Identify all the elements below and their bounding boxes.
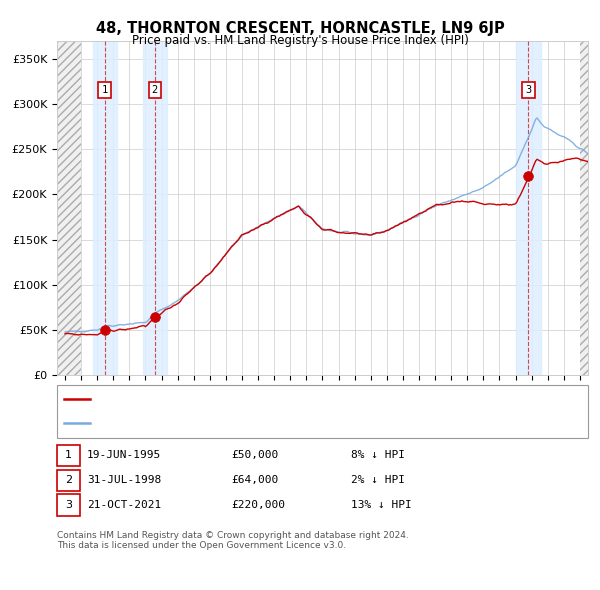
Text: 1: 1 xyxy=(101,84,108,94)
Bar xyxy=(517,41,541,375)
Text: 19-JUN-1995: 19-JUN-1995 xyxy=(87,451,161,460)
Text: £50,000: £50,000 xyxy=(231,451,278,460)
Text: £220,000: £220,000 xyxy=(231,500,285,510)
Text: 48, THORNTON CRESCENT, HORNCASTLE, LN9 6JP (detached house): 48, THORNTON CRESCENT, HORNCASTLE, LN9 6… xyxy=(93,394,449,404)
Bar xyxy=(143,41,167,375)
Text: 48, THORNTON CRESCENT, HORNCASTLE, LN9 6JP: 48, THORNTON CRESCENT, HORNCASTLE, LN9 6… xyxy=(95,21,505,35)
Text: 2% ↓ HPI: 2% ↓ HPI xyxy=(351,476,405,485)
Text: 3: 3 xyxy=(526,84,532,94)
Text: 13% ↓ HPI: 13% ↓ HPI xyxy=(351,500,412,510)
Bar xyxy=(580,41,588,375)
Text: 2: 2 xyxy=(152,84,158,94)
Text: Price paid vs. HM Land Registry's House Price Index (HPI): Price paid vs. HM Land Registry's House … xyxy=(131,34,469,47)
Text: 21-OCT-2021: 21-OCT-2021 xyxy=(87,500,161,510)
Bar xyxy=(92,41,116,375)
Text: HPI: Average price, detached house, East Lindsey: HPI: Average price, detached house, East… xyxy=(93,418,352,428)
Text: 2: 2 xyxy=(65,476,72,485)
Text: 8% ↓ HPI: 8% ↓ HPI xyxy=(351,451,405,460)
Text: 31-JUL-1998: 31-JUL-1998 xyxy=(87,476,161,485)
Text: £64,000: £64,000 xyxy=(231,476,278,485)
Bar xyxy=(57,41,81,375)
Text: 1: 1 xyxy=(65,451,72,460)
Text: Contains HM Land Registry data © Crown copyright and database right 2024.
This d: Contains HM Land Registry data © Crown c… xyxy=(57,531,409,550)
Text: 3: 3 xyxy=(65,500,72,510)
